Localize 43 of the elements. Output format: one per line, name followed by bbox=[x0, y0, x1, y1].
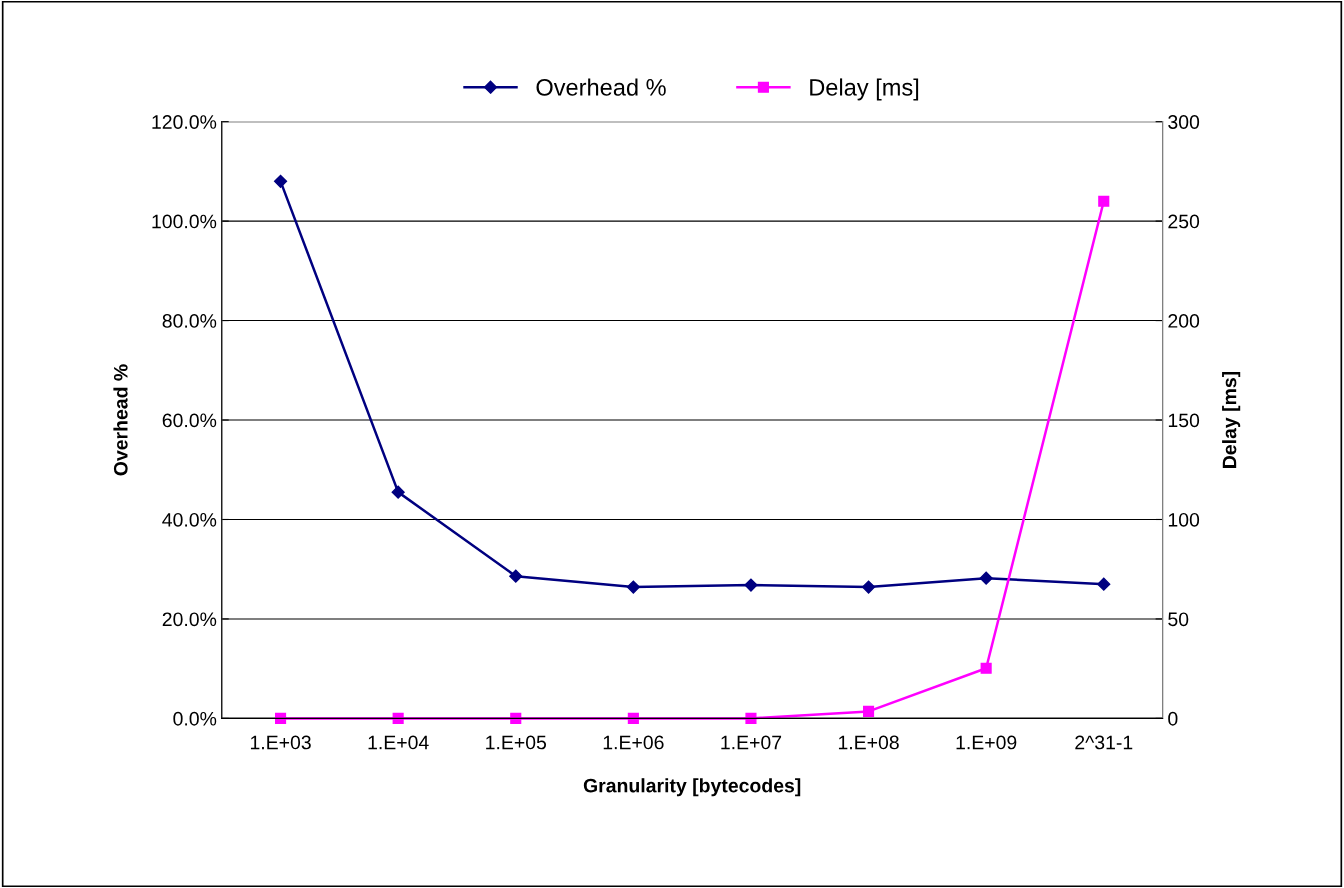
point bbox=[744, 578, 758, 592]
y-tick-label: 40.0% bbox=[162, 512, 217, 527]
x-tick-label: 1.E+08 bbox=[838, 735, 899, 750]
x-tick-label: 1.E+06 bbox=[603, 735, 664, 750]
point bbox=[979, 571, 993, 585]
x-axis-title: Granularity [bytecodes] bbox=[583, 778, 801, 797]
x-tick-label: 1.E+07 bbox=[721, 735, 782, 750]
y-tick-label: 20.0% bbox=[162, 612, 217, 627]
point bbox=[510, 712, 522, 724]
y2-tick-label: 0 bbox=[1168, 711, 1178, 726]
x-tick-label: 1.E+04 bbox=[368, 735, 429, 750]
x-tick-label: 1.E+05 bbox=[486, 735, 547, 750]
point bbox=[509, 569, 523, 583]
x-tick-label: 1.E+09 bbox=[956, 735, 1017, 750]
point bbox=[392, 712, 404, 724]
y-tick-label: 60.0% bbox=[162, 413, 217, 428]
y2-tick-label: 150 bbox=[1168, 413, 1200, 428]
y-tick-label: 100.0% bbox=[152, 214, 217, 229]
point bbox=[391, 485, 405, 499]
y2-tick-label: 250 bbox=[1168, 214, 1200, 229]
legend-label: Delay [ms] bbox=[810, 78, 919, 101]
y-tick-label: 120.0% bbox=[152, 115, 217, 129]
y-tick-label: 80.0% bbox=[162, 314, 217, 328]
y2-tick-label: 200 bbox=[1168, 314, 1200, 328]
point bbox=[273, 174, 288, 188]
point bbox=[275, 712, 287, 724]
point bbox=[627, 712, 639, 724]
y-tick-label: 0.0% bbox=[173, 711, 217, 726]
x-tick-label: 2^31-1 bbox=[1075, 735, 1133, 750]
legend-label: Overhead % bbox=[536, 78, 666, 96]
y-axis-title: Overhead % bbox=[113, 364, 128, 476]
point bbox=[863, 705, 875, 717]
point bbox=[980, 662, 992, 674]
point bbox=[1098, 195, 1110, 207]
y2-tick-label: 300 bbox=[1168, 115, 1200, 129]
point bbox=[745, 712, 757, 724]
x-tick-label: 1.E+03 bbox=[250, 735, 311, 750]
point bbox=[626, 580, 640, 594]
point bbox=[1097, 577, 1111, 591]
y2-tick-label: 100 bbox=[1168, 512, 1200, 527]
point bbox=[861, 580, 876, 594]
y2-axis-title: Delay [ms] bbox=[1222, 371, 1241, 468]
y2-tick-label: 50 bbox=[1168, 612, 1189, 627]
